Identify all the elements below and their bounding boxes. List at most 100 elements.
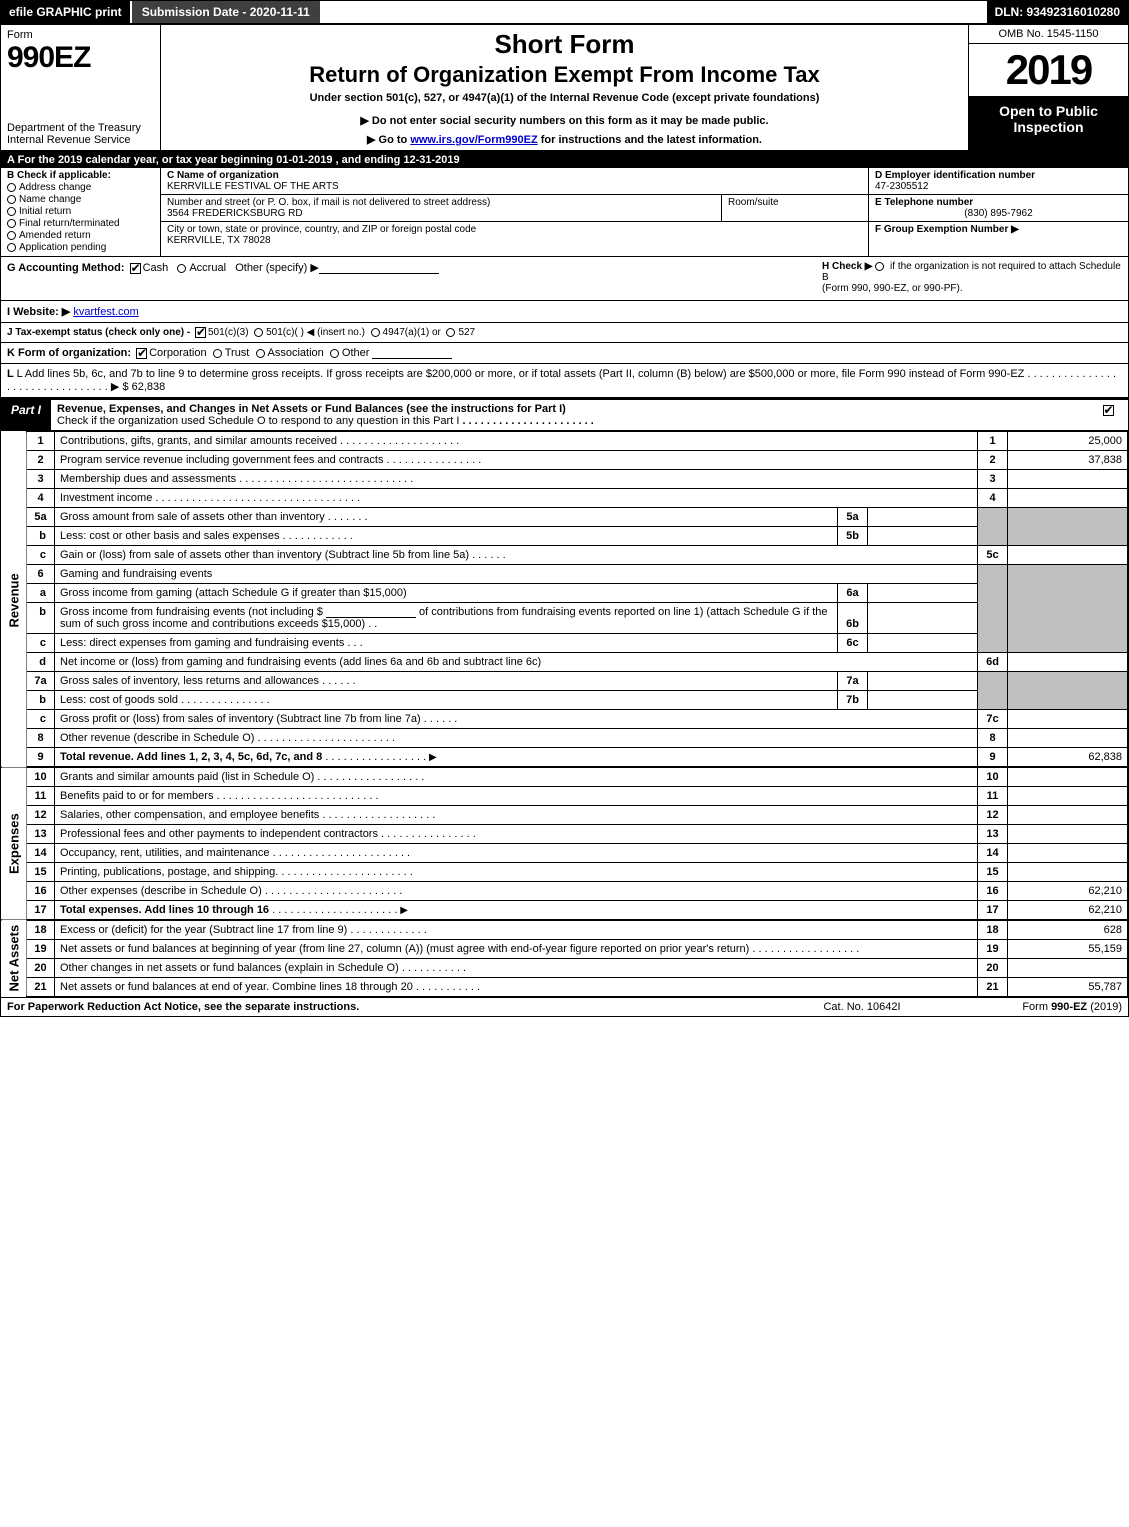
chk-corp[interactable] <box>136 348 147 359</box>
table-row: 2 Program service revenue including gove… <box>1 451 1128 470</box>
line-desc: Investment income . . . . . . . . . . . … <box>55 489 978 508</box>
line-ref: 15 <box>978 863 1008 882</box>
form-word: Form <box>7 29 154 41</box>
table-row: 7a Gross sales of inventory, less return… <box>1 672 1128 691</box>
inner-val <box>868 527 978 546</box>
chk-address-change[interactable]: Address change <box>7 182 154 193</box>
circle-icon[interactable] <box>256 349 265 358</box>
table-row: a Gross income from gaming (attach Sched… <box>1 584 1128 603</box>
line-ref: 21 <box>978 978 1008 997</box>
line-amt: 25,000 <box>1008 432 1128 451</box>
circle-icon[interactable] <box>371 328 380 337</box>
6b-amount-input[interactable] <box>326 606 416 618</box>
circle-icon[interactable] <box>330 349 339 358</box>
irs-link[interactable]: www.irs.gov/Form990EZ <box>410 134 537 146</box>
circle-icon[interactable] <box>254 328 263 337</box>
chk-final-return[interactable]: Final return/terminated <box>7 218 154 229</box>
dots: . . . . . . <box>421 713 458 725</box>
chk-label: Name change <box>19 194 81 205</box>
j-501c3: 501(c)(3) <box>208 327 249 338</box>
chk-label: Initial return <box>19 206 71 217</box>
form-header: Form 990EZ Department of the Treasury In… <box>1 25 1128 152</box>
box-c: C Name of organization KERRVILLE FESTIVA… <box>161 168 868 256</box>
chk-cash[interactable] <box>130 263 141 274</box>
d-row: D Employer identification number 47-2305… <box>869 168 1128 195</box>
line-amt <box>1008 546 1128 565</box>
line-num: 3 <box>27 470 55 489</box>
circle-icon[interactable] <box>446 328 455 337</box>
dots: . . . . . . . . . . . . . . . . . . . . … <box>213 790 378 802</box>
line-num: 13 <box>27 825 55 844</box>
line-ref: 3 <box>978 470 1008 489</box>
line-amt <box>1008 710 1128 729</box>
website-link[interactable]: kvartfest.com <box>73 306 138 318</box>
line-num: c <box>27 546 55 565</box>
shade-cell <box>1008 565 1128 653</box>
line-amt <box>1008 729 1128 748</box>
line-amt: 37,838 <box>1008 451 1128 470</box>
dots: . . . . . . . . . . . . . . . . . . . . … <box>278 866 412 878</box>
f-row: F Group Exemption Number ▶ <box>869 222 1128 237</box>
circle-icon[interactable] <box>177 264 186 273</box>
chk-label: Amended return <box>19 230 91 241</box>
g-label: G Accounting Method: <box>7 262 125 274</box>
line-desc: Program service revenue including govern… <box>55 451 978 470</box>
meta-gh: G Accounting Method: Cash Accrual Other … <box>1 257 1128 301</box>
chk-schedule-o[interactable] <box>1103 405 1114 416</box>
inner-num: 5b <box>838 527 868 546</box>
line-desc: Net assets or fund balances at beginning… <box>55 940 978 959</box>
dots: . . . . . . <box>469 549 506 561</box>
line-desc: Gross sales of inventory, less returns a… <box>55 672 838 691</box>
org-name: KERRVILLE FESTIVAL OF THE ARTS <box>167 181 862 192</box>
inner-val <box>868 634 978 653</box>
chk-application-pending[interactable]: Application pending <box>7 242 154 253</box>
line-desc: Printing, publications, postage, and shi… <box>55 863 978 882</box>
line-amt <box>1008 806 1128 825</box>
ein-value: 47-2305512 <box>875 181 1122 192</box>
table-row: b Less: cost or other basis and sales ex… <box>1 527 1128 546</box>
line-num: 15 <box>27 863 55 882</box>
cash-label: Cash <box>143 262 169 274</box>
line-num: 20 <box>27 959 55 978</box>
shade-cell <box>978 672 1008 710</box>
line-num: 19 <box>27 940 55 959</box>
line-ref: 17 <box>978 901 1008 921</box>
line-ref: 14 <box>978 844 1008 863</box>
line-ref: 19 <box>978 940 1008 959</box>
inner-val <box>868 584 978 603</box>
chk-501c3[interactable] <box>195 327 206 338</box>
table-row: 15 Printing, publications, postage, and … <box>1 863 1128 882</box>
expenses-sidelabel: Expenses <box>1 767 27 920</box>
org-name-row: C Name of organization KERRVILLE FESTIVA… <box>161 168 868 195</box>
desc-text: Total expenses. Add lines 10 through 16 <box>60 904 269 916</box>
table-row: 3 Membership dues and assessments . . . … <box>1 470 1128 489</box>
shade-cell <box>978 565 1008 653</box>
form-number: 990EZ <box>7 41 154 75</box>
line-ref: 20 <box>978 959 1008 978</box>
other-input[interactable] <box>319 262 439 274</box>
desc-text: Gain or (loss) from sale of assets other… <box>60 549 469 561</box>
line-desc: Net assets or fund balances at end of ye… <box>55 978 978 997</box>
line-desc: Gross income from gaming (attach Schedul… <box>55 584 838 603</box>
k-corp: Corporation <box>149 347 206 359</box>
circle-icon[interactable] <box>213 349 222 358</box>
chk-name-change[interactable]: Name change <box>7 194 154 205</box>
chk-initial-return[interactable]: Initial return <box>7 206 154 217</box>
inner-num: 6c <box>838 634 868 653</box>
chk-amended-return[interactable]: Amended return <box>7 230 154 241</box>
dots: . . . . . . . . . . . <box>413 981 480 993</box>
circle-icon[interactable] <box>875 262 884 271</box>
line-num: 4 <box>27 489 55 508</box>
line-desc: Total expenses. Add lines 10 through 16 … <box>55 901 978 921</box>
k-other-input[interactable] <box>372 347 452 359</box>
header-left: Form 990EZ Department of the Treasury In… <box>1 25 161 150</box>
dots: . . . . . . . . . . . . . . . . . . . . … <box>254 732 395 744</box>
dots: . . . . . . <box>319 675 356 687</box>
line-desc: Total revenue. Add lines 1, 2, 3, 4, 5c,… <box>55 748 978 768</box>
no-ssn-notice: ▶ Do not enter social security numbers o… <box>169 114 960 127</box>
efile-print-label[interactable]: efile GRAPHIC print <box>1 1 130 23</box>
table-row: 14 Occupancy, rent, utilities, and maint… <box>1 844 1128 863</box>
line-num: b <box>27 527 55 546</box>
meta-l: L L Add lines 5b, 6c, and 7b to line 9 t… <box>1 364 1128 398</box>
dots: . . . . . . . . . . . . . . . . <box>378 828 476 840</box>
